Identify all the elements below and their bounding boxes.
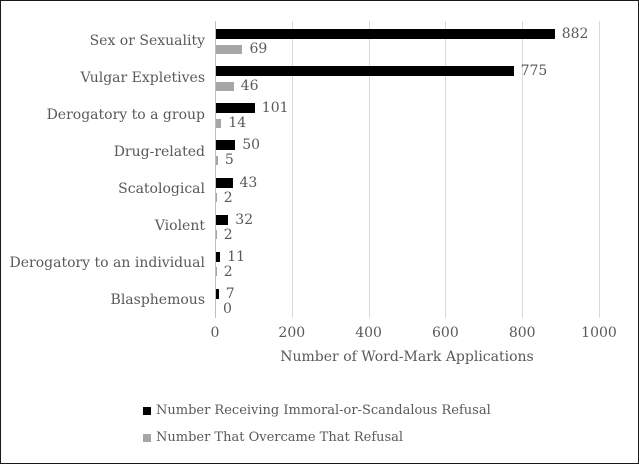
gridline <box>599 21 600 318</box>
value-label-overcame: 2 <box>223 263 233 280</box>
x-tick-label: 1000 <box>581 325 617 341</box>
legend-label-overcame: Number That Overcame That Refusal <box>156 430 404 445</box>
x-axis-title: Number of Word-Mark Applications <box>280 349 534 365</box>
category-axis-line <box>215 21 216 318</box>
bar-overcame <box>216 193 217 202</box>
bar-refusal <box>216 251 221 262</box>
category-label: Scatological <box>118 181 205 198</box>
gridline <box>522 21 524 318</box>
value-label-overcame: 2 <box>223 189 233 206</box>
bar-refusal <box>216 29 555 39</box>
value-label-refusal: 882 <box>561 26 589 42</box>
value-label-overcame: 14 <box>228 115 247 132</box>
value-label-overcame: 69 <box>249 41 268 57</box>
category-label: Blasphemous <box>110 292 205 309</box>
bar-refusal <box>216 103 255 114</box>
value-label-refusal: 11 <box>227 248 246 265</box>
category-label: Violent <box>154 218 205 235</box>
bar-refusal <box>216 214 229 225</box>
bar-overcame <box>216 267 217 277</box>
bar-refusal <box>216 288 219 299</box>
value-label-refusal: 101 <box>261 100 289 117</box>
value-label-overcame: 2 <box>223 226 233 243</box>
x-tick-label: 0 <box>210 325 220 341</box>
bar-overcame <box>216 44 243 54</box>
legend-swatch-refusal-icon <box>143 406 151 415</box>
x-tick-label: 200 <box>278 325 306 341</box>
category-label: Drug-related <box>113 143 205 160</box>
category-label: Derogatory to a group <box>46 106 205 123</box>
legend-swatch-overcame-icon <box>143 433 151 442</box>
bar-overcame <box>216 155 218 165</box>
value-label-overcame: 0 <box>223 300 232 317</box>
category-label: Vulgar Expletives <box>80 69 205 86</box>
legend-item-refusal: Number Receiving Immoral-or-Scandalous R… <box>143 403 491 418</box>
value-label-refusal: 50 <box>242 137 261 154</box>
bar-overcame <box>216 230 217 240</box>
legend-label-refusal: Number Receiving Immoral-or-Scandalous R… <box>156 403 491 418</box>
gridline <box>368 21 370 318</box>
value-label-refusal: 43 <box>239 174 258 191</box>
value-label-refusal: 775 <box>520 63 548 80</box>
category-label: Sex or Sexuality <box>89 32 205 49</box>
gridline <box>445 21 447 318</box>
bar-refusal <box>216 140 236 151</box>
x-tick-label: 800 <box>508 325 536 341</box>
bar-overcame <box>216 118 222 128</box>
value-label-refusal: 7 <box>225 285 235 302</box>
bar-refusal <box>216 177 233 188</box>
legend-item-overcame: Number That Overcame That Refusal <box>143 430 403 445</box>
category-label: Derogatory to an individual <box>9 255 206 272</box>
x-tick-label: 400 <box>355 325 382 341</box>
gridline <box>291 21 293 318</box>
bar-overcame <box>216 81 234 91</box>
value-label-overcame: 5 <box>224 152 234 169</box>
bar-refusal <box>216 66 514 77</box>
value-label-overcame: 46 <box>240 78 259 95</box>
x-tick-label: 600 <box>432 325 459 341</box>
value-label-refusal: 32 <box>235 211 254 228</box>
